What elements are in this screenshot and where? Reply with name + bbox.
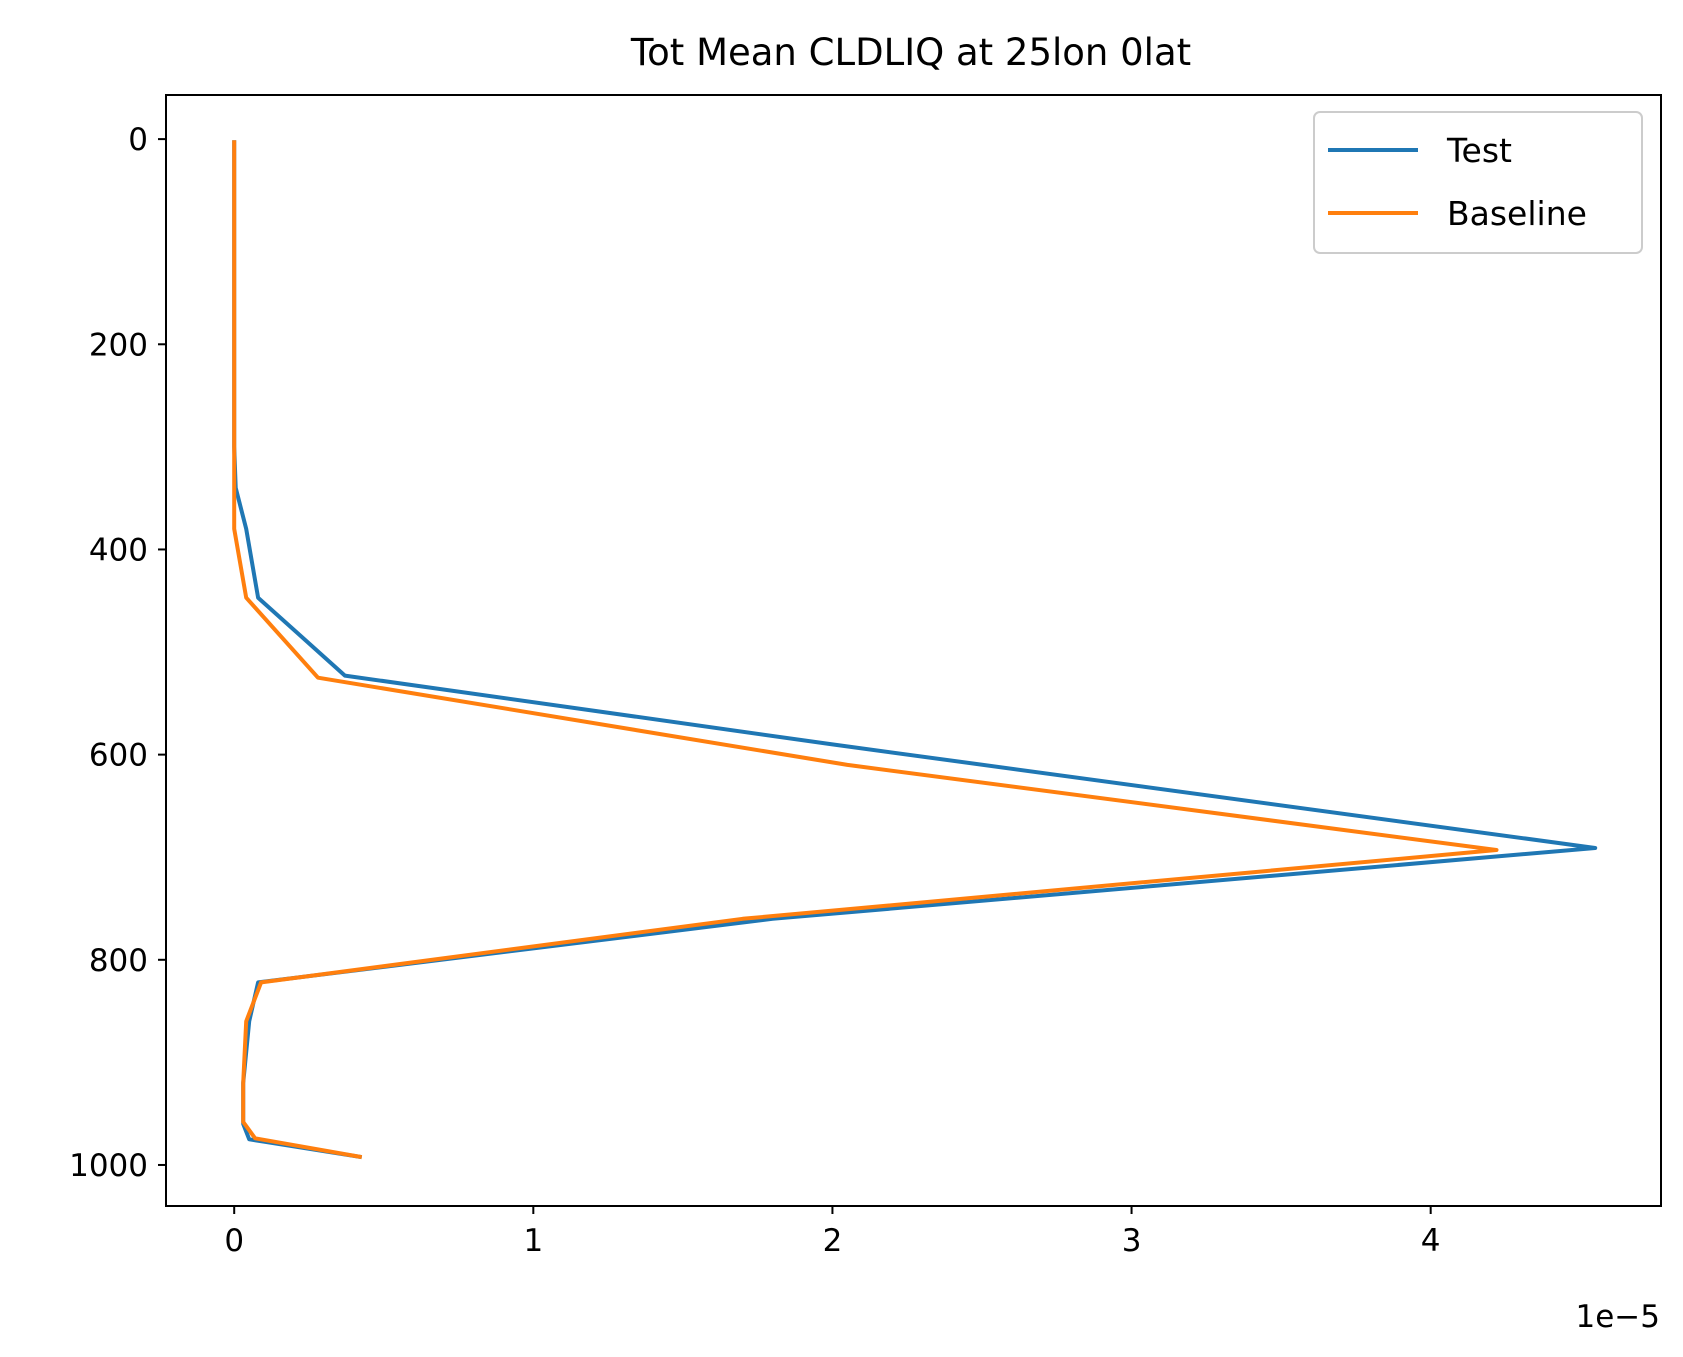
plot-area — [165, 94, 1662, 1207]
y-tick-label: 600 — [89, 738, 148, 774]
y-tick-label: 200 — [89, 327, 148, 363]
x-tick-label: 2 — [823, 1223, 843, 1259]
legend-frame — [1313, 111, 1643, 254]
y-tick-label: 0 — [128, 122, 148, 158]
legend-label-baseline: Baseline — [1447, 194, 1587, 233]
y-tick-label: 1000 — [69, 1148, 148, 1184]
y-axis: 0 200 400 600 800 1000 — [69, 122, 166, 1184]
axes-frame — [165, 94, 1662, 1207]
x-tick-label: 4 — [1421, 1223, 1441, 1259]
chart-title: Tot Mean CLDLIQ at 25lon 0lat — [630, 31, 1191, 74]
y-tick-label: 800 — [89, 943, 148, 979]
x-tick-label: 0 — [224, 1223, 244, 1259]
x-axis: 0 1 2 3 4 — [224, 1206, 1441, 1259]
legend: Test Baseline — [1313, 111, 1643, 254]
x-tick-label: 1 — [523, 1223, 543, 1259]
legend-label-test: Test — [1446, 131, 1512, 170]
x-tick-label: 3 — [1122, 1223, 1142, 1259]
series-layer — [232, 140, 1598, 1160]
series-line-baseline — [232, 140, 1499, 1160]
x-axis-offset-text: 1e−5 — [1576, 1299, 1661, 1335]
y-tick-label: 400 — [89, 532, 148, 568]
plot-background — [166, 95, 1661, 1206]
